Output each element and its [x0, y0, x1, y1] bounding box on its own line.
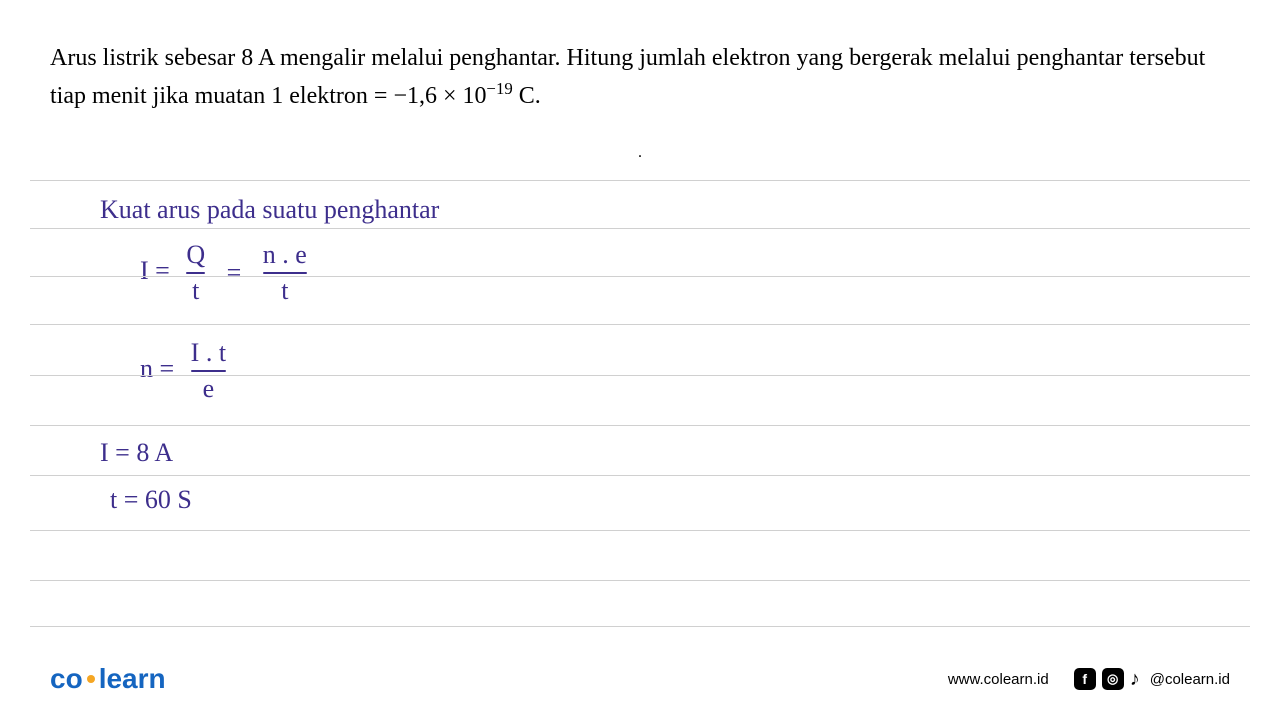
equation-2: n = I . t e [140, 338, 226, 404]
dot-separator: . [0, 144, 1280, 162]
eq1-fraction1: Q t [186, 240, 205, 306]
social-icons: f ◎ ♪ @colearn.id [1074, 668, 1230, 691]
tiktok-icon: ♪ [1130, 668, 1140, 691]
logo-co: co [50, 663, 83, 695]
eq1-frac2-den: t [263, 276, 307, 306]
equation-3: I = 8 A [100, 438, 173, 468]
question-exponent: −19 [487, 79, 513, 98]
equation-4: t = 60 S [110, 485, 192, 515]
eq1-fraction2: n . e t [263, 240, 307, 306]
website-url: www.colearn.id [948, 671, 1049, 688]
eq2-fraction: I . t e [191, 338, 226, 404]
instagram-icon: ◎ [1102, 668, 1124, 690]
social-handle: @colearn.id [1150, 671, 1230, 688]
question-part2: C. [513, 83, 541, 109]
notebook-line [30, 228, 1250, 229]
eq2-left: n = [140, 354, 174, 383]
notebook-line [30, 180, 1250, 181]
eq2-frac-den: e [191, 374, 226, 404]
notebook-line [30, 324, 1250, 325]
eq1-left: I = [140, 256, 170, 285]
notebook-line [30, 475, 1250, 476]
notebook-line [30, 580, 1250, 581]
eq1-frac2-num: n . e [263, 240, 307, 270]
logo-dot-icon [87, 675, 95, 683]
facebook-icon: f [1074, 668, 1096, 690]
question-text: Arus listrik sebesar 8 A mengalir melalu… [50, 40, 1230, 114]
handwritten-title: Kuat arus pada suatu penghantar [100, 195, 439, 225]
notebook-line [30, 375, 1250, 376]
eq2-frac-num: I . t [191, 338, 226, 368]
notebook-line [30, 425, 1250, 426]
eq1-frac1-den: t [186, 276, 205, 306]
eq1-equals: = [227, 258, 242, 287]
logo: co learn [50, 663, 166, 695]
logo-learn: learn [99, 663, 166, 695]
question-part1: Arus listrik sebesar 8 A mengalir melalu… [50, 45, 1205, 109]
eq2-frac-line [191, 370, 226, 372]
eq1-frac2-line [263, 272, 307, 274]
equation-1: I = Q t = n . e t [140, 240, 307, 306]
eq1-frac1-num: Q [186, 240, 205, 270]
notebook-line [30, 626, 1250, 627]
footer-right: www.colearn.id f ◎ ♪ @colearn.id [948, 668, 1230, 691]
footer: co learn www.colearn.id f ◎ ♪ @colearn.i… [0, 663, 1280, 695]
notebook-line [30, 530, 1250, 531]
eq1-frac1-line [186, 272, 205, 274]
notebook-line [30, 276, 1250, 277]
